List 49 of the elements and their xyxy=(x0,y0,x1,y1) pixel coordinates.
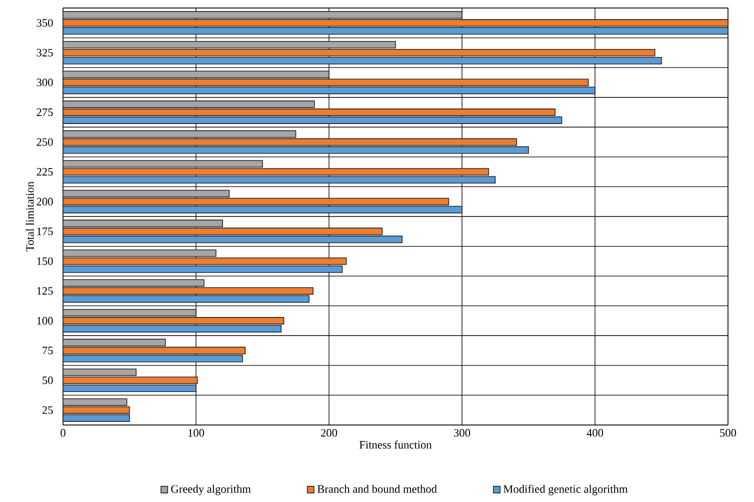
bar xyxy=(63,206,462,214)
x-tick-label: 500 xyxy=(720,429,736,437)
legend-label: Modified genetic algorithm xyxy=(503,484,628,496)
bar xyxy=(63,138,517,146)
y-tick-label: 75 xyxy=(42,346,53,354)
bar xyxy=(63,257,347,265)
y-tick-label: 350 xyxy=(36,19,53,27)
bar xyxy=(63,70,330,78)
bar xyxy=(63,48,656,56)
bar xyxy=(63,198,450,206)
bar xyxy=(63,168,489,176)
y-tick-label: 175 xyxy=(37,228,53,236)
bar xyxy=(63,346,246,354)
bar xyxy=(63,27,728,35)
y-tick-label: 100 xyxy=(37,316,53,325)
bar xyxy=(63,146,529,154)
bar xyxy=(63,56,662,64)
legend-label: Branch and bound method xyxy=(317,484,437,493)
bar xyxy=(63,130,296,138)
y-tick-label: 200 xyxy=(36,198,53,206)
x-tick-label: 100 xyxy=(188,429,204,437)
bar xyxy=(63,236,403,244)
y-tick-label: 275 xyxy=(36,108,53,116)
x-tick-label: 200 xyxy=(321,429,338,437)
y-tick-label: 25 xyxy=(42,406,53,414)
bar xyxy=(63,190,230,198)
y-tick-label: 225 xyxy=(36,168,53,176)
x-axis-title: Fitness function xyxy=(359,440,432,449)
y-tick-label: 50 xyxy=(42,376,53,384)
bar xyxy=(63,160,263,168)
legend-label: Greedy algorithm xyxy=(171,484,251,496)
y-tick-label: 325 xyxy=(36,48,53,56)
bar xyxy=(63,19,728,27)
bar xyxy=(63,86,596,94)
bar xyxy=(63,78,589,86)
x-tick-label: 400 xyxy=(586,429,604,437)
y-tick-label: 125 xyxy=(37,287,53,295)
y-axis-title: Total limitation xyxy=(26,182,34,252)
x-tick-label: 0 xyxy=(60,429,66,437)
y-tick-label: 250 xyxy=(36,138,53,146)
y-tick-label: 150 xyxy=(37,257,53,265)
y-tick-label: 300 xyxy=(36,78,53,86)
bar xyxy=(63,11,462,19)
bar xyxy=(63,295,310,303)
bar xyxy=(63,228,383,236)
bar xyxy=(63,287,314,295)
bar xyxy=(63,265,343,273)
x-tick-label: 300 xyxy=(454,429,470,437)
bar xyxy=(63,40,396,48)
